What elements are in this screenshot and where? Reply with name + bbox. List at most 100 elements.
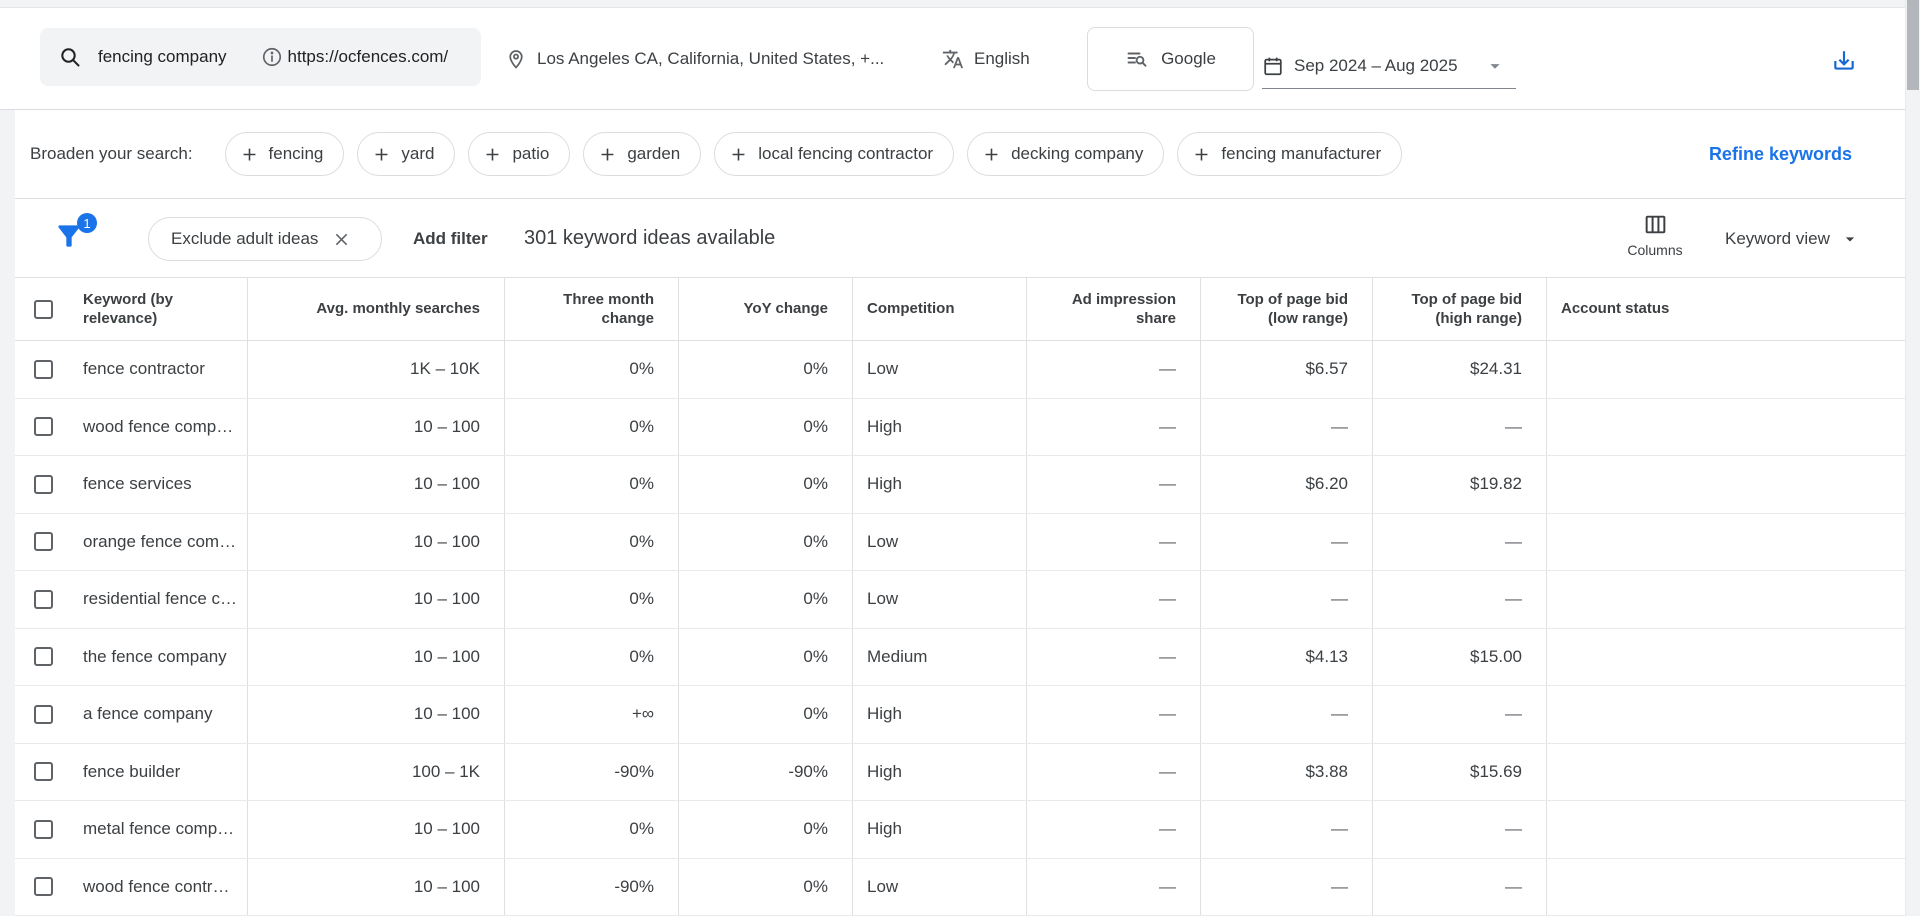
search-icon [58, 45, 82, 69]
location-selector[interactable]: Los Angeles CA, California, United State… [505, 48, 884, 70]
active-filter-label: Exclude adult ideas [171, 229, 319, 248]
refine-keywords-link[interactable]: Refine keywords [1708, 143, 1852, 164]
table-row[interactable]: fence contractor 1K – 10K 0% 0% Low — $6… [15, 341, 1905, 399]
chip-label: yard [401, 144, 435, 163]
row-checkbox[interactable] [33, 417, 53, 437]
table-row[interactable]: residential fence c… 10 – 100 0% 0% Low … [15, 571, 1905, 629]
avg-monthly-searches-cell: 10 – 100 [247, 456, 504, 513]
row-checkbox[interactable] [33, 762, 53, 782]
ad-impression-share-cell: — [1026, 513, 1200, 570]
keyword-cell: the fence company [83, 646, 227, 666]
ad-impression-share-cell: — [1026, 398, 1200, 455]
table-row[interactable]: fence builder 100 – 1K -90% -90% High — … [15, 743, 1905, 801]
table-row[interactable]: the fence company 10 – 100 0% 0% Medium … [15, 628, 1905, 686]
header-top-bid-low[interactable]: Top of page bid (low range) [1200, 278, 1372, 340]
select-all-checkbox[interactable] [33, 299, 53, 319]
date-range-selector[interactable]: Sep 2024 – Aug 2025 [1262, 43, 1516, 89]
table-row[interactable]: a fence company 10 – 100 +∞ 0% High — — … [15, 686, 1905, 744]
table-row[interactable]: wood fence contr… 10 – 100 -90% 0% Low —… [15, 858, 1905, 916]
location-value: Los Angeles CA, California, United State… [537, 49, 885, 68]
three-month-change-cell: 0% [504, 398, 678, 455]
header-ad-impression-share[interactable]: Ad impression share [1026, 278, 1200, 340]
row-checkbox-cell [15, 744, 71, 801]
active-filter-chip[interactable]: Exclude adult ideas [148, 217, 383, 261]
keyword-cell: fence contractor [83, 359, 205, 379]
broaden-chip-decking-company[interactable]: decking company [967, 132, 1165, 176]
header-three-month-change[interactable]: Three month change [504, 278, 678, 340]
vertical-scrollbar[interactable] [1905, 0, 1920, 916]
top-bid-high-cell: — [1372, 398, 1546, 455]
account-status-cell [1546, 513, 1905, 570]
broaden-chip-garden[interactable]: garden [583, 132, 702, 176]
row-checkbox[interactable] [33, 589, 53, 609]
row-checkbox[interactable] [33, 359, 53, 379]
row-checkbox[interactable] [33, 474, 53, 494]
top-bid-high-cell: $19.82 [1372, 456, 1546, 513]
row-checkbox[interactable] [33, 532, 53, 552]
header-competition[interactable]: Competition [852, 278, 1026, 340]
date-range-value: Sep 2024 – Aug 2025 [1294, 55, 1458, 75]
plus-icon [483, 145, 502, 164]
table-row[interactable]: fence services 10 – 100 0% 0% High — $6.… [15, 456, 1905, 514]
chip-label: fencing [268, 144, 324, 163]
three-month-change-cell: +∞ [504, 686, 678, 743]
keyword-cell: wood fence comp… [83, 416, 234, 436]
competition-cell: High [852, 398, 1026, 455]
header-yoy-change[interactable]: YoY change [678, 278, 852, 340]
avg-monthly-searches-cell: 10 – 100 [247, 398, 504, 455]
row-checkbox[interactable] [33, 819, 53, 839]
broaden-chip-yard[interactable]: yard [357, 132, 456, 176]
header-top-bid-high[interactable]: Top of page bid (high range) [1372, 278, 1546, 340]
keyword-search-input[interactable]: fencing company https://ocfences.com/ [40, 28, 481, 86]
yoy-change-cell: 0% [678, 628, 852, 685]
add-filter-button[interactable]: Add filter [413, 228, 488, 248]
search-network-button[interactable]: Google [1087, 27, 1254, 91]
language-selector[interactable]: English [942, 48, 1030, 70]
broaden-chip-patio[interactable]: patio [468, 132, 571, 176]
columns-button[interactable]: Columns [1622, 212, 1688, 258]
ad-impression-share-cell: — [1026, 628, 1200, 685]
scrollbar-thumb[interactable] [1907, 0, 1919, 90]
header-account-status[interactable]: Account status [1546, 278, 1905, 340]
broaden-chip-fencing[interactable]: fencing [224, 132, 345, 176]
avg-monthly-searches-cell: 10 – 100 [247, 571, 504, 628]
avg-monthly-searches-cell: 10 – 100 [247, 628, 504, 685]
chip-label: decking company [1011, 144, 1144, 163]
download-button[interactable] [1828, 45, 1860, 77]
account-status-cell [1546, 571, 1905, 628]
filter-button[interactable]: 1 [53, 213, 97, 256]
ad-impression-share-cell: — [1026, 341, 1200, 398]
table-row[interactable]: wood fence comp… 10 – 100 0% 0% High — —… [15, 398, 1905, 456]
top-bid-low-cell: $6.57 [1200, 341, 1372, 398]
toolbar: fencing company https://ocfences.com/ Lo… [0, 9, 1905, 110]
chip-label: garden [627, 144, 681, 163]
left-gutter [0, 110, 15, 916]
view-selector[interactable]: Keyword view [1725, 200, 1870, 277]
broaden-label: Broaden your search: [30, 144, 193, 163]
ad-impression-share-cell: — [1026, 686, 1200, 743]
header-keyword[interactable]: Keyword (by relevance) [83, 290, 174, 328]
broaden-chip-local-fencing-contractor[interactable]: local fencing contractor [714, 132, 955, 176]
keyword-cell: residential fence c… [83, 589, 238, 609]
row-checkbox[interactable] [33, 647, 53, 667]
language-value: English [974, 49, 1030, 68]
keyword-cell: a fence company [83, 704, 213, 724]
three-month-change-cell: -90% [504, 743, 678, 800]
competition-cell: Medium [852, 628, 1026, 685]
top-bid-high-cell: — [1372, 858, 1546, 915]
yoy-change-cell: 0% [678, 398, 852, 455]
broaden-chip-fencing-manufacturer[interactable]: fencing manufacturer [1177, 132, 1403, 176]
columns-label: Columns [1627, 242, 1683, 258]
row-checkbox[interactable] [33, 877, 53, 897]
plus-icon [982, 145, 1001, 164]
close-icon[interactable] [332, 230, 351, 249]
top-bid-high-cell: — [1372, 571, 1546, 628]
avg-monthly-searches-cell: 10 – 100 [247, 686, 504, 743]
table-row[interactable]: orange fence com… 10 – 100 0% 0% Low — —… [15, 513, 1905, 571]
header-avg-monthly-searches[interactable]: Avg. monthly searches [247, 278, 504, 340]
table-row[interactable]: metal fence comp… 10 – 100 0% 0% High — … [15, 801, 1905, 859]
competition-cell: Low [852, 858, 1026, 915]
row-checkbox[interactable] [33, 704, 53, 724]
top-bid-high-cell: $15.69 [1372, 743, 1546, 800]
download-icon [1831, 48, 1857, 74]
